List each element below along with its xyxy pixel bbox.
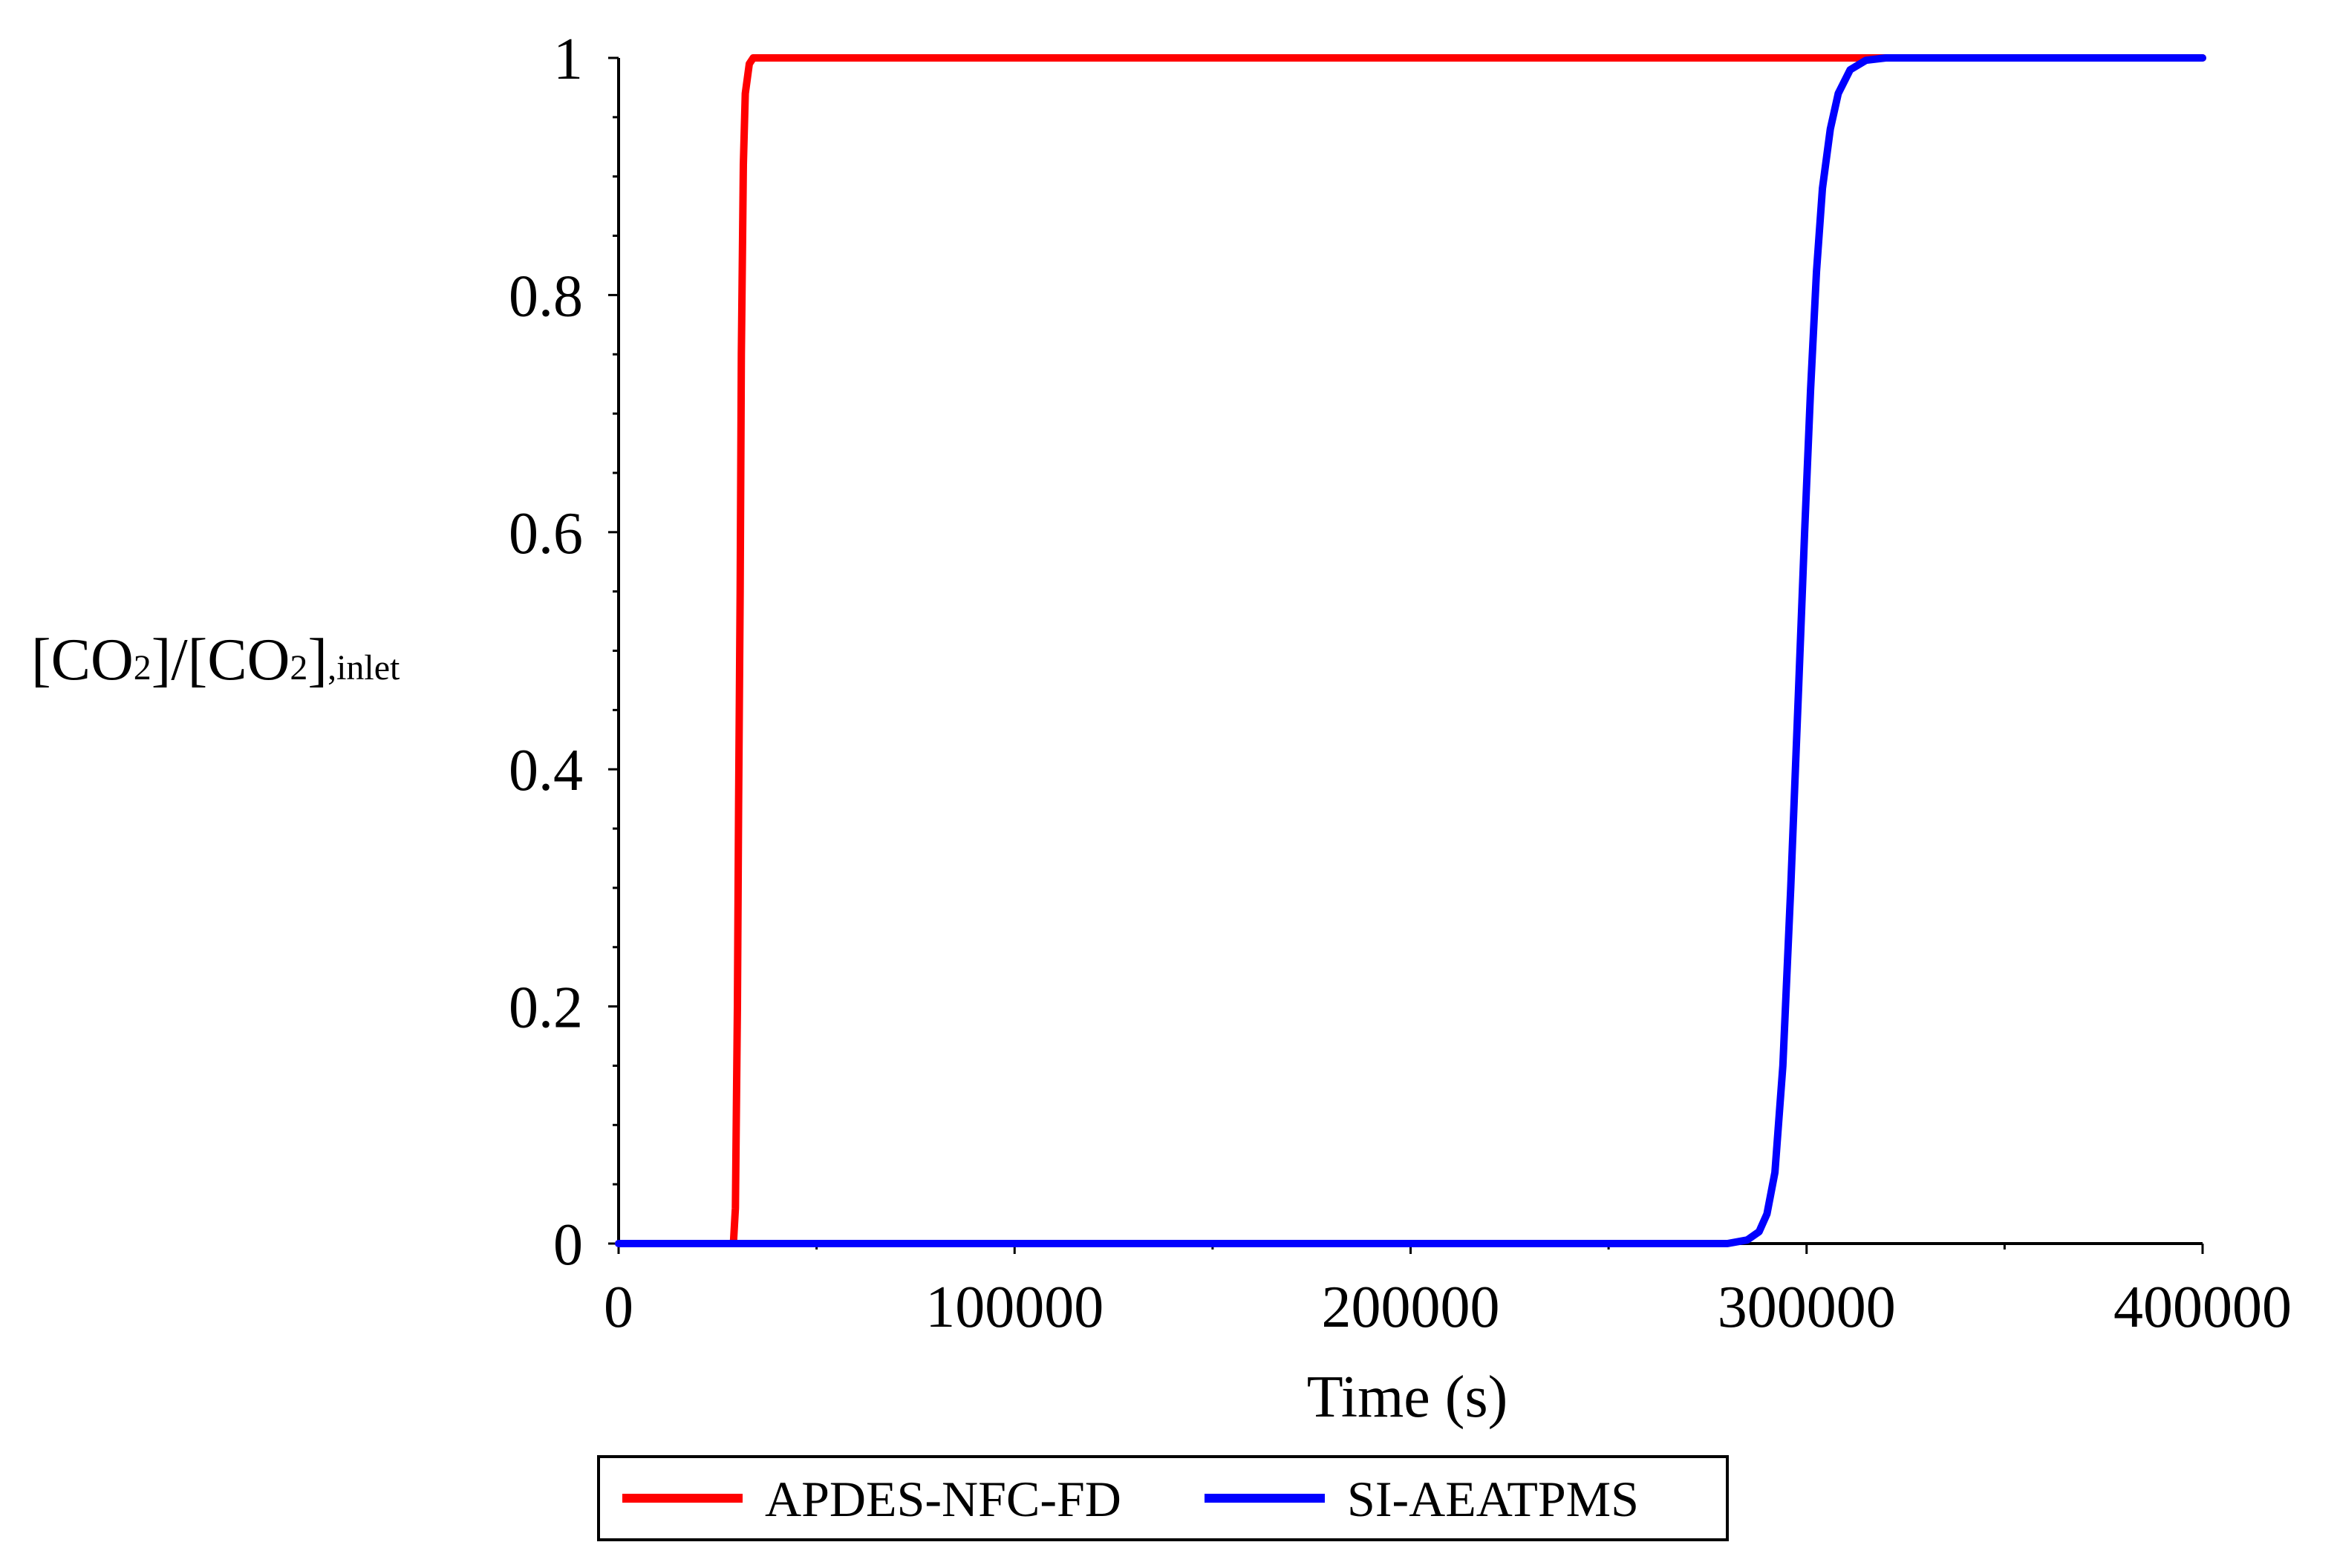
y-axis-title-sub2: 2 [290,648,307,687]
x-tick-label: 300000 [1718,1275,1896,1340]
y-tick-label: 0.8 [509,264,583,329]
x-tick-label: 400000 [2113,1275,2292,1340]
series-layer [615,54,2206,1247]
legend-label-1: SI-AEATPMS [1347,1471,1639,1527]
y-tick-label: 0.4 [509,738,583,803]
y-axis-title-sub1: 2 [134,648,151,687]
x-tick-label: 100000 [925,1275,1104,1340]
y-axis-ticks: 0 0.2 0.4 0.6 0.8 1 [509,27,619,1278]
x-tick-label: 200000 [1322,1275,1500,1340]
y-axis-title-sub3: ,inlet [327,648,400,687]
y-axis-title-part1: [CO [31,627,134,693]
y-tick-label: 0 [553,1212,583,1278]
axes [617,58,2203,1245]
y-axis-title-part3: ] [307,627,327,693]
y-axis-title: [CO2]/[CO2],inlet [31,627,400,693]
series-line-0 [615,54,2206,1247]
legend: APDES-NFC-FD SI-AEATPMS [597,1455,1729,1541]
legend-label-0: APDES-NFC-FD [765,1471,1121,1527]
y-axis-title-part2: ]/[CO [151,627,290,693]
legend-box [597,1455,1729,1541]
x-axis-ticks: 0 100000 200000 300000 400000 [604,1244,2292,1340]
y-tick-label: 1 [553,27,583,92]
y-tick-label: 0.2 [509,976,583,1041]
x-tick-label: 0 [604,1275,633,1340]
y-tick-label: 0.6 [509,501,583,566]
series-line-1 [615,54,2206,1247]
x-axis-title: Time (s) [1307,1365,1508,1430]
